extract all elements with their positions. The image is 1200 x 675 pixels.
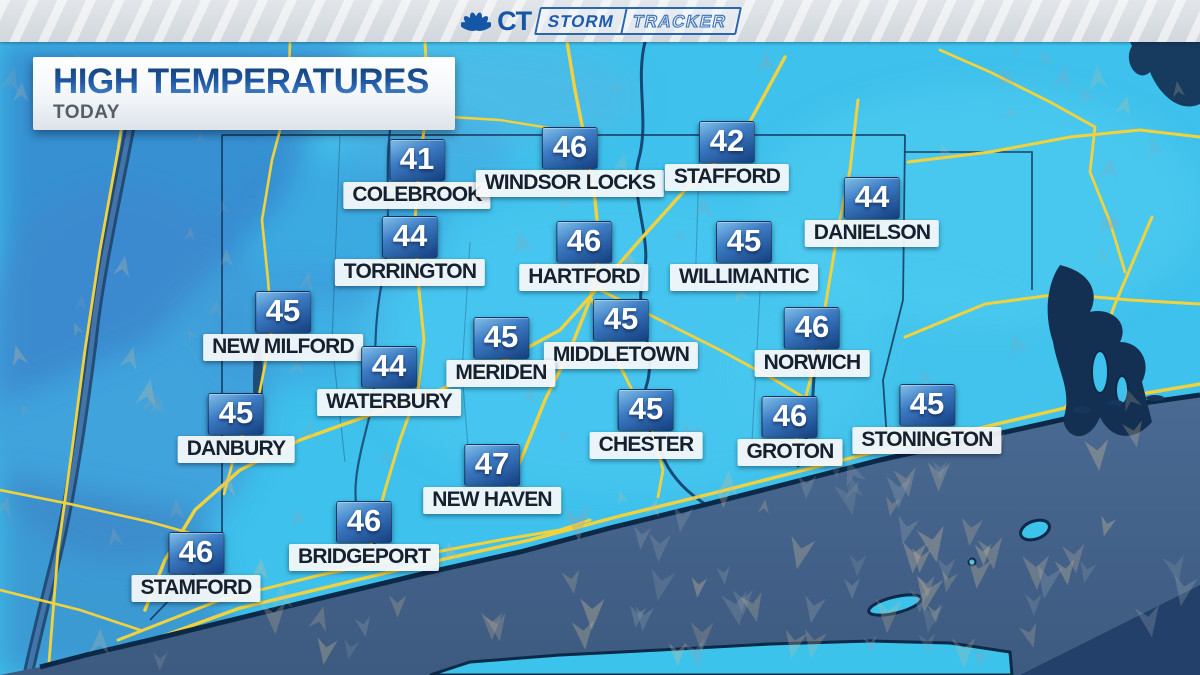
wind-arrow-icon (1050, 61, 1077, 92)
wind-arrow-icon (611, 151, 634, 177)
nbc-peacock-icon (461, 12, 492, 31)
wind-arrow-icon (378, 448, 394, 466)
title-banner: HIGH TEMPERATURES TODAY (33, 57, 455, 130)
wind-arrow-icon (352, 388, 367, 405)
wind-arrow-icon (1035, 47, 1055, 70)
wind-arrow-icon (576, 152, 597, 177)
wind-arrow-icon (1087, 64, 1109, 91)
weather-map (0, 42, 1200, 675)
taconic-parkway (46, 58, 134, 675)
wind-arrow-icon (289, 506, 307, 528)
tracker-text: TRACKER (631, 11, 730, 31)
wind-arrow-icon (251, 557, 270, 581)
coastline (39, 392, 1200, 670)
stormtracker-wordmark: STORM TRACKER (534, 7, 742, 35)
stormtracker-logo: CT STORM TRACKER (461, 5, 742, 36)
banner-title: HIGH TEMPERATURES (53, 62, 429, 101)
banner-subtitle: TODAY (53, 101, 120, 123)
storm-text: STORM (536, 9, 628, 33)
wind-arrow-icon (337, 382, 358, 408)
deep-atlantic (1020, 585, 1200, 675)
network-name: CT (497, 5, 532, 36)
station-header-bar: CT STORM TRACKER (0, 0, 1200, 42)
bay-top-right (1128, 42, 1200, 107)
wind-arrow-icon (1010, 43, 1023, 59)
wind-arrow-icon (756, 50, 776, 74)
